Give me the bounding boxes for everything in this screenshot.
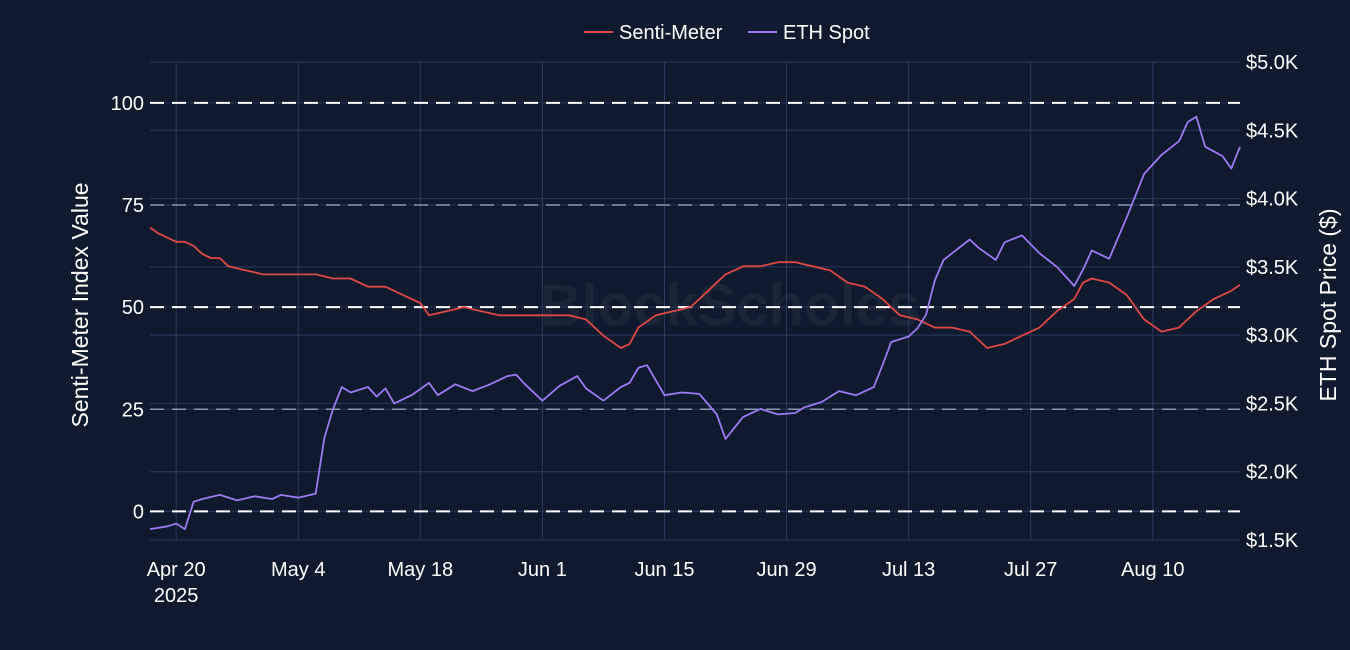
series-line-eth-spot [149,115,1241,530]
left-axis-ticks: 0 25 50 75 100 [111,93,144,524]
x-tick-label-jun-1: Jun 1 [518,559,567,581]
x-axis-ticks: Apr 20 2025 May 4 May 18 Jun 1 Jun 15 Jun 29 Ju… [147,559,1185,607]
x-tick-label-apr-20: Apr 20 [147,559,206,581]
x-tick-sublabel-2025: 2025 [154,585,199,607]
legend[interactable]: Senti-Meter ETH Spot [584,22,870,44]
left-tick-label-50: 50 [122,297,144,319]
series-lines [149,115,1241,530]
right-tick-label-4000: $4.0K [1246,189,1299,211]
left-tick-label-0: 0 [133,501,144,523]
legend-item-senti-meter[interactable]: Senti-Meter [584,22,723,44]
left-tick-label-100: 100 [111,93,144,115]
left-axis-title: Senti-Meter Index Value [67,182,93,427]
legend-item-eth-spot[interactable]: ETH Spot [748,22,870,44]
x-tick-label-may-4: May 4 [271,559,325,581]
right-axis-ticks: $1.5K $2.0K $2.5K $3.0K $3.5K $4.0K $4.5K $5.0K [1246,52,1299,552]
right-tick-label-5000: $5.0K [1246,52,1299,74]
watermark: BlockScholes [540,273,920,338]
right-tick-label-1500: $1.5K [1246,530,1299,552]
left-tick-label-25: 25 [122,399,144,421]
x-tick-label-aug-10: Aug 10 [1121,559,1184,581]
x-tick-label-jun-15: Jun 15 [634,559,694,581]
left-tick-label-75: 75 [122,195,144,217]
x-tick-label-may-18: May 18 [388,559,454,581]
right-tick-label-3000: $3.0K [1246,325,1299,347]
right-axis-title: ETH Spot Price ($) [1315,209,1341,402]
right-tick-label-2500: $2.5K [1246,393,1299,415]
x-tick-label-jul-27: Jul 27 [1004,559,1057,581]
series-line-senti-meter [149,226,1241,349]
reference-lines [150,101,1240,513]
right-tick-label-4500: $4.5K [1246,120,1299,142]
x-tick-label-jul-13: Jul 13 [882,559,935,581]
right-tick-label-2000: $2.0K [1246,462,1299,484]
legend-label-eth-spot: ETH Spot [783,22,870,44]
x-tick-label-jun-29: Jun 29 [757,559,817,581]
right-tick-label-3500: $3.5K [1246,257,1299,279]
legend-label-senti-meter: Senti-Meter [619,22,723,44]
